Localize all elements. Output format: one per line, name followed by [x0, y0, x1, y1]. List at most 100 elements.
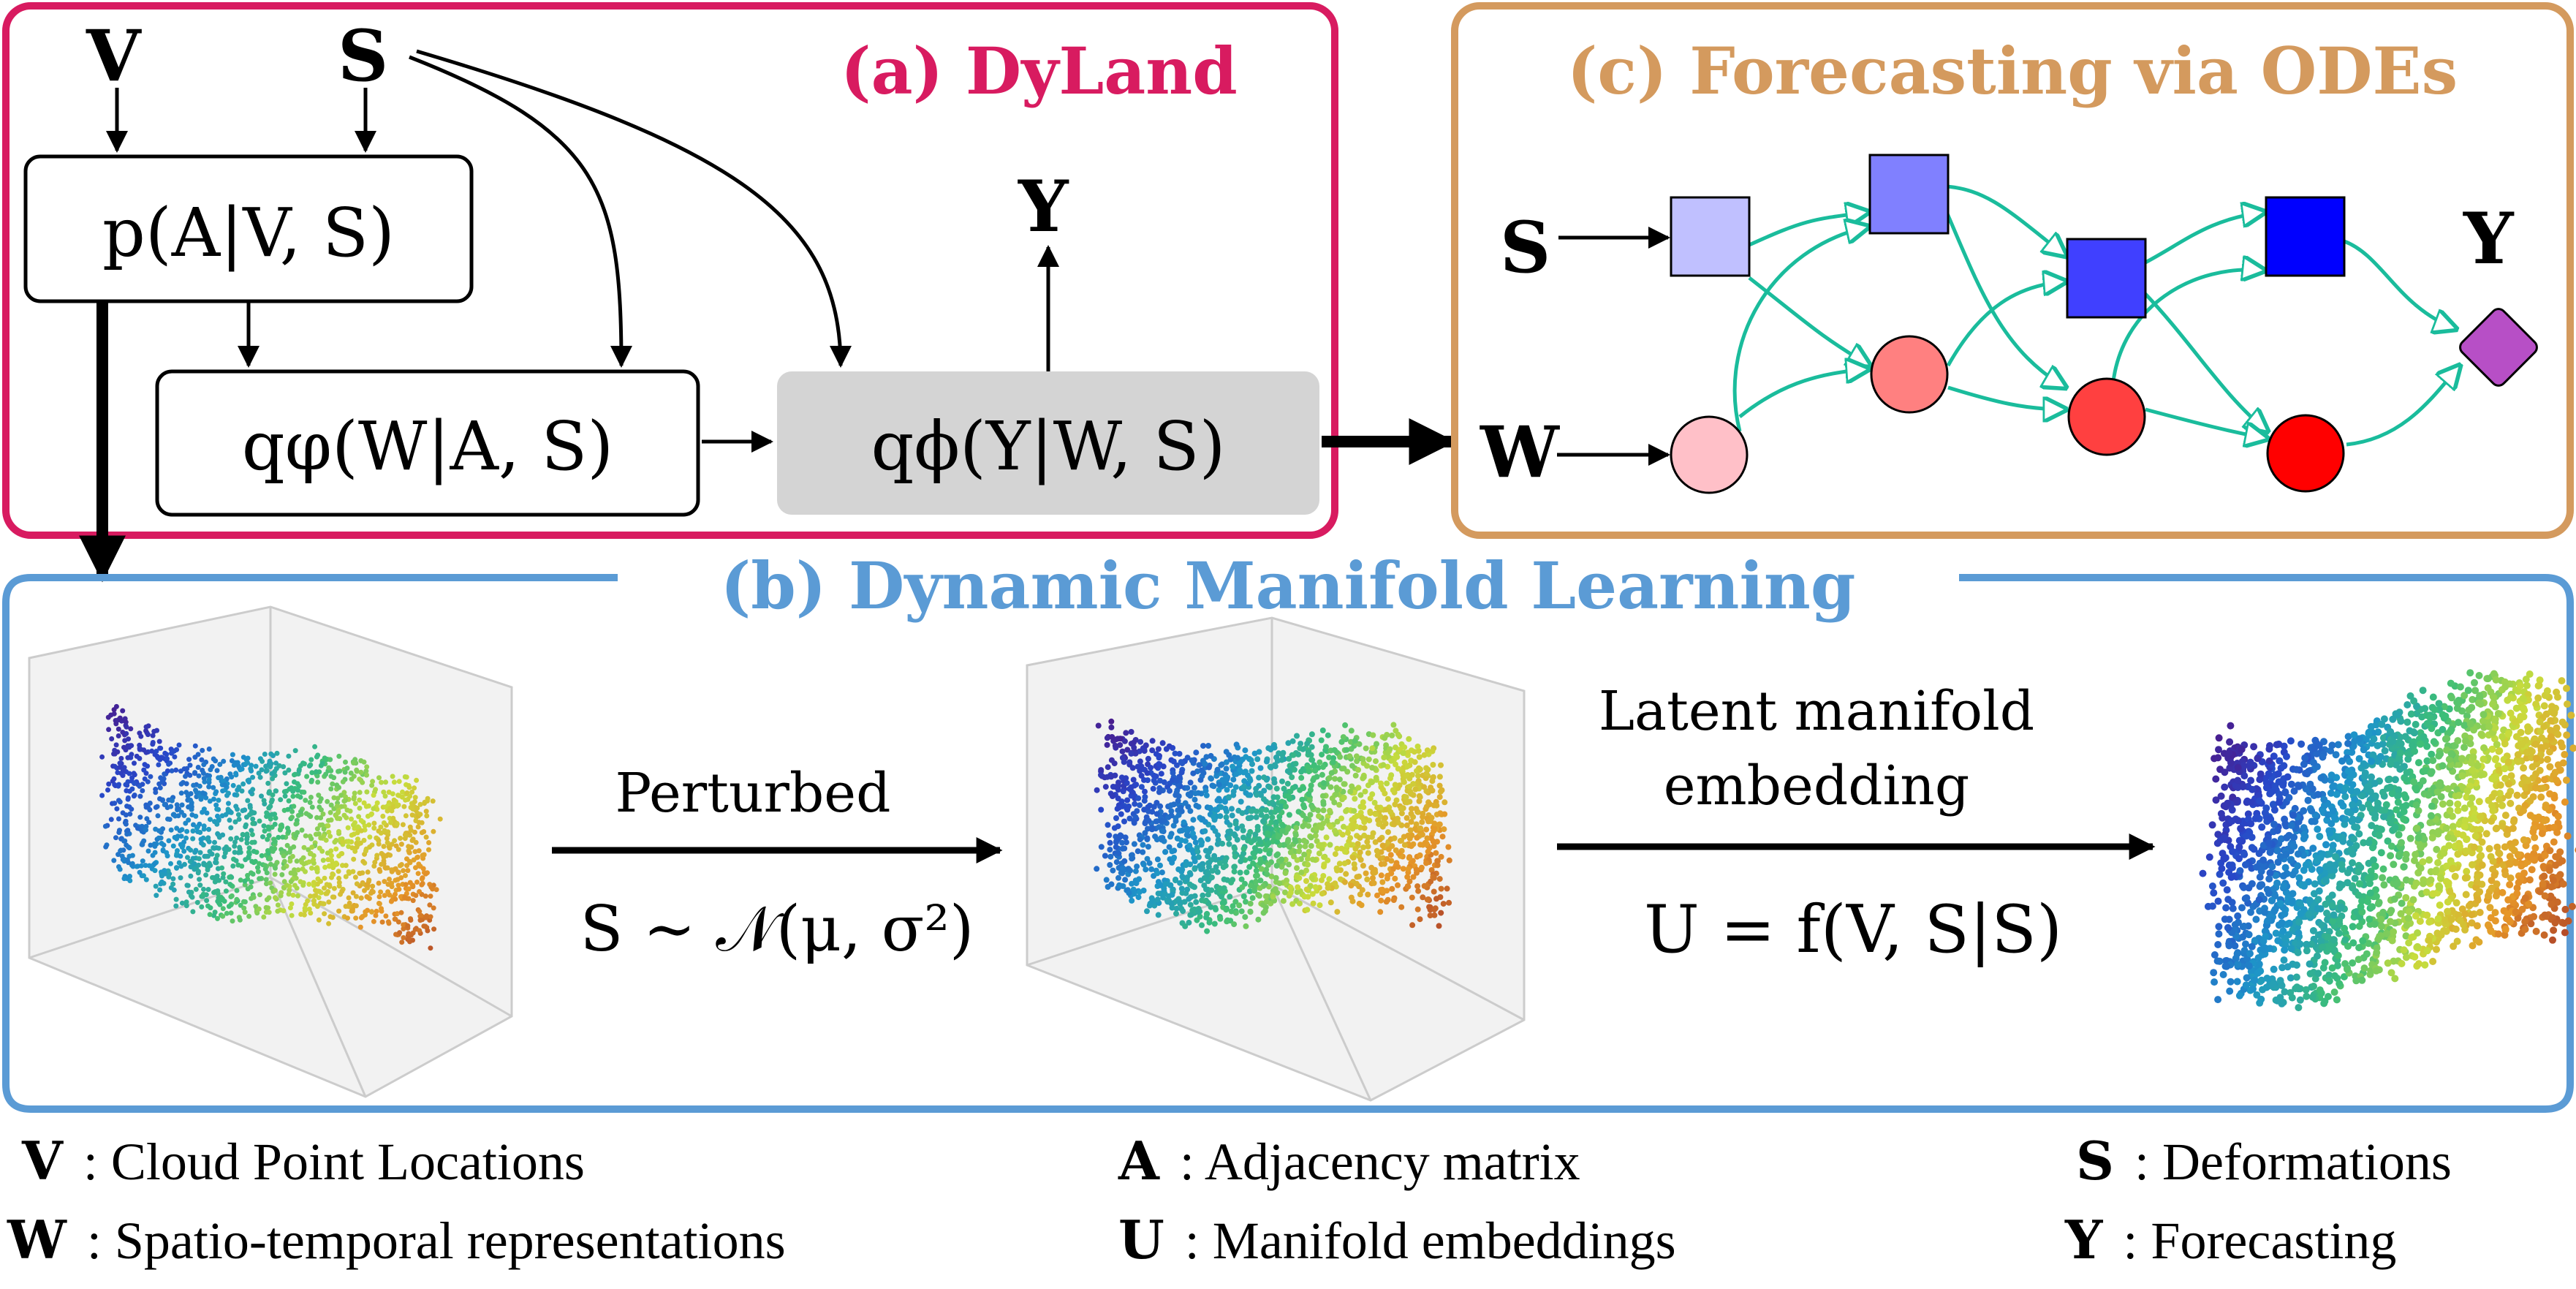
cloud-point: [2355, 944, 2363, 952]
cloud-point: [1414, 834, 1420, 841]
cloud-point: [2543, 687, 2551, 695]
cloud-point: [414, 805, 420, 811]
cloud-point: [2295, 874, 2303, 882]
cloud-point: [1393, 847, 1399, 853]
cloud-point: [2223, 886, 2231, 894]
cloud-point: [2338, 861, 2346, 869]
cloud-point: [2332, 751, 2340, 759]
panel-manifold-border: [2, 574, 2574, 1113]
cloud-point: [315, 888, 321, 894]
cloud-point: [357, 776, 363, 782]
cloud-point: [264, 881, 269, 887]
cloud-point: [378, 824, 384, 830]
cloud-point: [1171, 855, 1178, 861]
cloud-point: [1380, 888, 1387, 895]
cloud-point: [1251, 884, 1257, 891]
cloud-point: [1326, 876, 1333, 882]
cloud-point: [1211, 814, 1216, 820]
cloud-point: [323, 771, 329, 777]
cloud-point: [1113, 815, 1119, 821]
cloud-point: [1231, 921, 1238, 928]
cloud-point: [2391, 776, 2399, 784]
cloud-point: [353, 915, 359, 921]
cloud-point: [245, 755, 251, 761]
cloud-point: [1146, 860, 1153, 866]
cloud-point: [1413, 806, 1420, 812]
cloud-point: [407, 860, 413, 866]
cloud-point: [189, 804, 194, 810]
cloud-point: [354, 840, 360, 846]
cloud-point: [2461, 692, 2469, 700]
cloud-point: [2491, 909, 2499, 917]
cloud-point: [1410, 781, 1417, 787]
cloud-point: [2358, 804, 2366, 812]
cloud-point: [1208, 776, 1214, 782]
cloud-point: [1300, 802, 1306, 809]
cloud-point: [199, 757, 205, 763]
cloud-point: [2509, 817, 2518, 825]
cloud-point: [2493, 741, 2501, 749]
cloud-point: [213, 758, 219, 764]
cloud-point: [2380, 881, 2388, 889]
cloud-point: [2429, 958, 2437, 965]
cloud-point: [1189, 757, 1195, 763]
cloud-point: [1430, 762, 1436, 768]
cloud-point: [1434, 862, 1441, 869]
cloud-point: [2507, 772, 2515, 780]
cloud-point: [203, 795, 209, 801]
cloud-point: [336, 828, 341, 834]
cloud-point: [2531, 833, 2539, 842]
cloud-point: [228, 836, 234, 842]
cloud-point: [362, 823, 368, 829]
cloud-point: [1257, 885, 1263, 891]
cloud-point: [1374, 804, 1381, 811]
cloud-point: [201, 806, 207, 812]
cloud-point: [255, 865, 260, 871]
cloud-point: [2272, 929, 2280, 937]
cloud-point: [336, 908, 342, 914]
cloud-point: [1423, 771, 1430, 777]
cloud-point: [301, 761, 307, 767]
cloud-point: [1374, 741, 1379, 747]
cloud-point: [415, 854, 420, 860]
cloud-point: [265, 780, 271, 786]
cloud-point: [1306, 791, 1312, 797]
cloud-point: [212, 889, 218, 895]
cloud-point: [129, 743, 135, 749]
cloud-point: [1407, 788, 1414, 795]
cloud-point: [1144, 908, 1150, 915]
cloud-point: [409, 789, 415, 795]
cloud-point: [186, 889, 192, 895]
cloud-point: [1249, 768, 1255, 774]
cloud-point: [371, 863, 377, 869]
cloud-point: [409, 844, 414, 850]
cloud-point: [235, 850, 241, 855]
cloud-point: [424, 913, 430, 919]
cloud-point: [1398, 904, 1405, 910]
cloud-point: [1243, 899, 1249, 905]
cloud-point: [1119, 845, 1126, 852]
cloud-point: [295, 812, 301, 818]
cloud-point: [410, 882, 416, 888]
cloud-point: [313, 893, 319, 899]
cloud-point: [205, 835, 211, 841]
cloud-point: [2289, 890, 2297, 898]
cloud-point: [2321, 801, 2328, 809]
cloud-point: [268, 799, 274, 805]
cloud-point: [281, 764, 287, 770]
cloud-point: [1193, 899, 1200, 905]
cloud-point: [1334, 867, 1341, 874]
cloud-point: [1140, 849, 1146, 855]
cloud-point: [402, 832, 408, 838]
cloud-point: [371, 793, 376, 798]
cloud-point: [1216, 885, 1223, 892]
cloud-point: [1442, 799, 1448, 806]
cloud-point: [403, 873, 408, 878]
cloud-point: [1415, 773, 1421, 779]
cloud-point: [1108, 718, 1115, 725]
cloud-point: [417, 801, 423, 807]
cloud-point: [1240, 827, 1246, 833]
cloud-point: [1303, 886, 1310, 893]
cloud-point: [387, 892, 393, 898]
cloud-point: [1216, 795, 1222, 802]
